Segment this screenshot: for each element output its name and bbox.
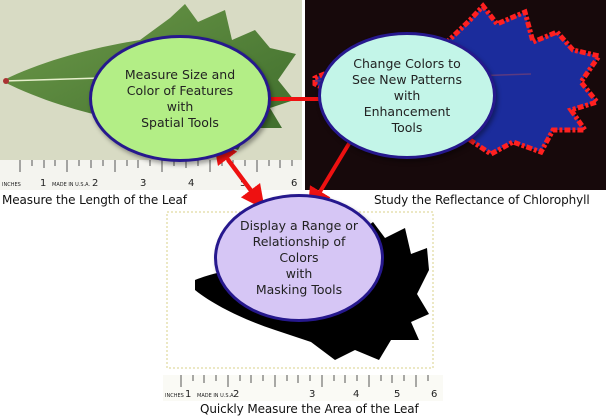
ruler-number: 5 [240,178,246,189]
ruler-unit-label: INCHES [2,182,21,188]
enhancement-tools-bubble: Change Colors to See New Patterns with E… [318,32,496,159]
ruler-number: 3 [309,389,315,400]
enhancement-tools-text: Change Colors to See New Patterns with E… [351,55,462,135]
spatial-tools-text: Measure Size and Color of Features with … [124,66,236,130]
ruler-number: 4 [188,178,194,189]
ruler-number: 2 [92,178,98,189]
masking-tools-text: Display a Range or Relationship of Color… [239,218,359,297]
caption-leaf-length: Measure the Length of the Leaf [2,193,187,207]
ruler-number: 1 [185,389,191,400]
masking-tools-bubble: Display a Range or Relationship of Color… [214,194,384,322]
spatial-tools-bubble: Measure Size and Color of Features with … [89,35,271,162]
ruler-number: 4 [353,389,359,400]
ruler-number: 1 [40,178,46,189]
caption-reflectance: Study the Reflectance of Chlorophyll [374,193,590,207]
bottom-ruler: INCHES 1 MADE IN U.S.A. 2 3 4 5 6 [163,375,443,401]
ruler-number: 2 [233,389,239,400]
ruler-maker-label: MADE IN U.S.A. [52,182,90,188]
ruler-number: 6 [291,178,297,189]
ruler-number: 5 [394,389,400,400]
ruler-number: 6 [431,389,437,400]
ruler-number: 3 [140,178,146,189]
ruler-unit-label: INCHES [165,393,184,399]
caption-leaf-area: Quickly Measure the Area of the Leaf [200,402,419,416]
ruler-maker-label: MADE IN U.S.A. [197,393,235,399]
